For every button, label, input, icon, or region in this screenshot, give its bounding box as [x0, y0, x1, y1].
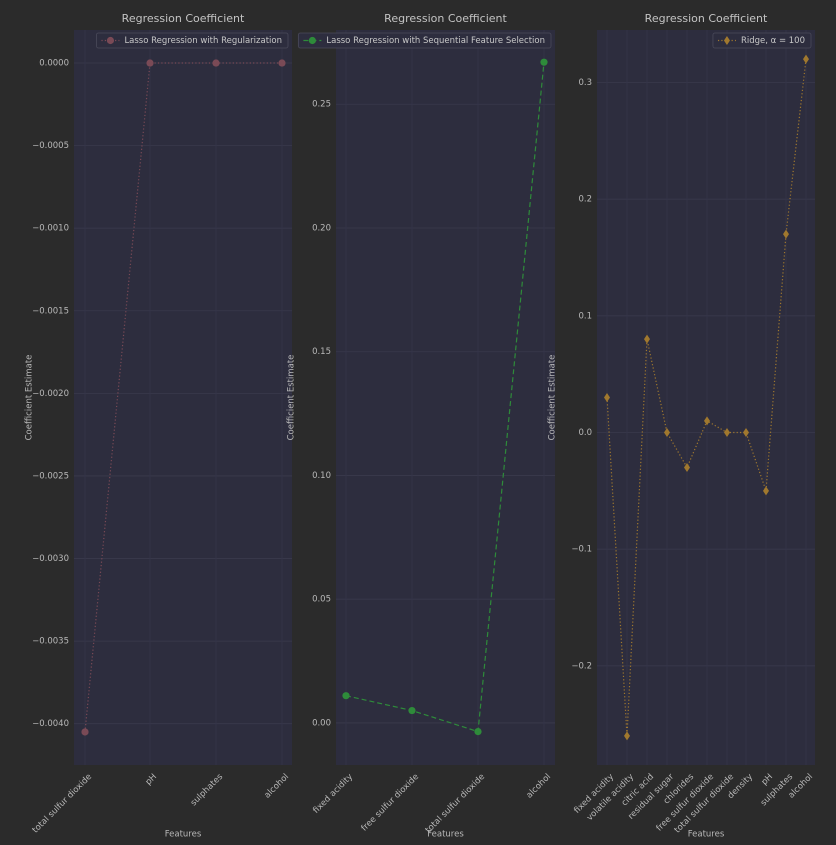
data-point [783, 229, 789, 239]
data-point [604, 393, 610, 402]
chart-title: Regression Coefficient [645, 12, 768, 25]
chart-title: Regression Coefficient [384, 12, 507, 25]
x-axis-label: Features [688, 830, 725, 840]
data-point [146, 59, 154, 67]
y-tick-label: −0.0010 [32, 224, 69, 234]
legend-label: Lasso Regression with Sequential Feature… [326, 36, 545, 46]
x-tick-label: alcohol [525, 772, 554, 801]
y-tick-label: −0.0020 [32, 389, 69, 399]
x-axis-label: Features [165, 830, 202, 840]
plot-area [597, 30, 815, 765]
data-point [212, 59, 220, 67]
chart-panel-2: 0.00 0.05 0.10 0.15 0.20 0.25 fixed acidity fre… [287, 12, 555, 840]
y-tick-label: −0.2 [571, 661, 592, 671]
data-point [342, 692, 350, 700]
legend: Lasso Regression with Regularization [96, 32, 289, 49]
legend-box [96, 32, 289, 49]
y-tick-label: −0.0040 [32, 719, 69, 729]
y-tick-label: 0.0000 [39, 59, 69, 69]
data-point [704, 416, 710, 426]
y-tick-label: 0.10 [312, 471, 331, 481]
y-tick-label: 0.25 [312, 100, 331, 110]
chart-title: Regression Coefficient [122, 12, 245, 25]
data-point [664, 428, 670, 437]
x-tick-label: pH [144, 772, 159, 787]
y-tick-label: 0.3 [578, 78, 592, 88]
y-tick-label: 0.0 [578, 428, 592, 438]
y-tick-label: 0.15 [312, 347, 331, 357]
data-point [624, 731, 630, 741]
x-axis-label: Features [427, 830, 464, 840]
data-point [763, 486, 769, 496]
x-tick-label: fixed acidity [311, 772, 355, 816]
y-tick-label: −0.0025 [32, 471, 69, 481]
legend-marker [308, 36, 316, 45]
x-tick-label: total sulfur dioxide [424, 772, 487, 835]
plot-area [74, 30, 292, 765]
y-axis-label: Coefficient Estimate [548, 355, 558, 441]
data-point [540, 58, 548, 66]
y-tick-label: 0.05 [312, 595, 331, 605]
legend-label: Ridge, α = 100 [741, 36, 805, 46]
y-tick-label: 0.1 [578, 311, 592, 321]
x-tick-label: total sulfur dioxide [31, 772, 94, 835]
data-point [684, 463, 690, 472]
y-axis-label: Coefficient Estimate [25, 355, 35, 441]
y-tick-label: −0.0005 [32, 141, 69, 151]
data-point [743, 428, 749, 437]
data-point [278, 59, 286, 67]
y-tick-label: −0.0030 [32, 554, 69, 564]
data-point [803, 54, 809, 64]
y-tick-label: 0.20 [312, 223, 331, 233]
y-tick-label: 0.00 [312, 718, 331, 728]
y-tick-label: −0.0015 [32, 306, 69, 316]
legend-box [712, 32, 812, 49]
y-tick-label: −0.1 [571, 545, 592, 555]
legend: Ridge, α = 100 [712, 32, 812, 49]
data-point [644, 334, 650, 344]
legend-marker [106, 36, 115, 45]
y-tick-label: 0.2 [578, 195, 592, 205]
y-tick-label: −0.0035 [32, 637, 69, 647]
data-point [724, 428, 730, 437]
legend-label: Lasso Regression with Regularization [124, 36, 282, 46]
x-tick-label: alcohol [263, 772, 292, 801]
plot-area [336, 30, 555, 765]
legend: Lasso Regression with Sequential Feature… [297, 32, 552, 49]
data-point [81, 728, 89, 736]
legend-marker [723, 36, 730, 45]
series-line [606, 59, 807, 736]
data-point [474, 727, 482, 736]
data-point [408, 706, 416, 715]
x-tick-label: pH [760, 772, 775, 787]
y-axis-label: Coefficient Estimate [287, 355, 297, 441]
x-tick-label: free sulfur dioxide [360, 772, 421, 833]
legend-box [297, 32, 552, 49]
chart-panel-1: 0.0000 −0.0005 −0.0010 −0.0015 −0.0020 −0.002… [25, 12, 292, 840]
series-line [345, 62, 545, 733]
x-tick-label: sulphates [189, 772, 226, 809]
